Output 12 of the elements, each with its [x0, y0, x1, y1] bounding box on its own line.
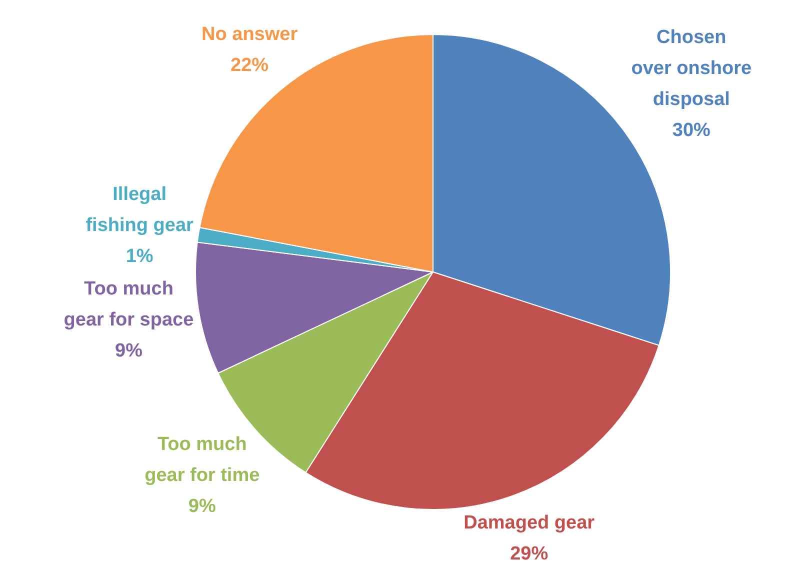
- slice-label: Damaged gear: [464, 512, 596, 534]
- data-label: 9%: [188, 496, 216, 517]
- slice-label: Chosen over onshore disposal: [631, 26, 752, 110]
- slice-label: Too much gear for space: [64, 278, 194, 330]
- data-label: 9%: [115, 340, 143, 362]
- data-label: 29%: [510, 544, 548, 565]
- data-label: 1%: [126, 246, 154, 267]
- data-label: 22%: [230, 55, 269, 76]
- data-label: 30%: [672, 120, 711, 141]
- slice-label: No answer: [202, 24, 298, 45]
- slice-label: Too much gear for time: [144, 434, 260, 486]
- slice-label: Illegal fishing gear: [86, 184, 194, 236]
